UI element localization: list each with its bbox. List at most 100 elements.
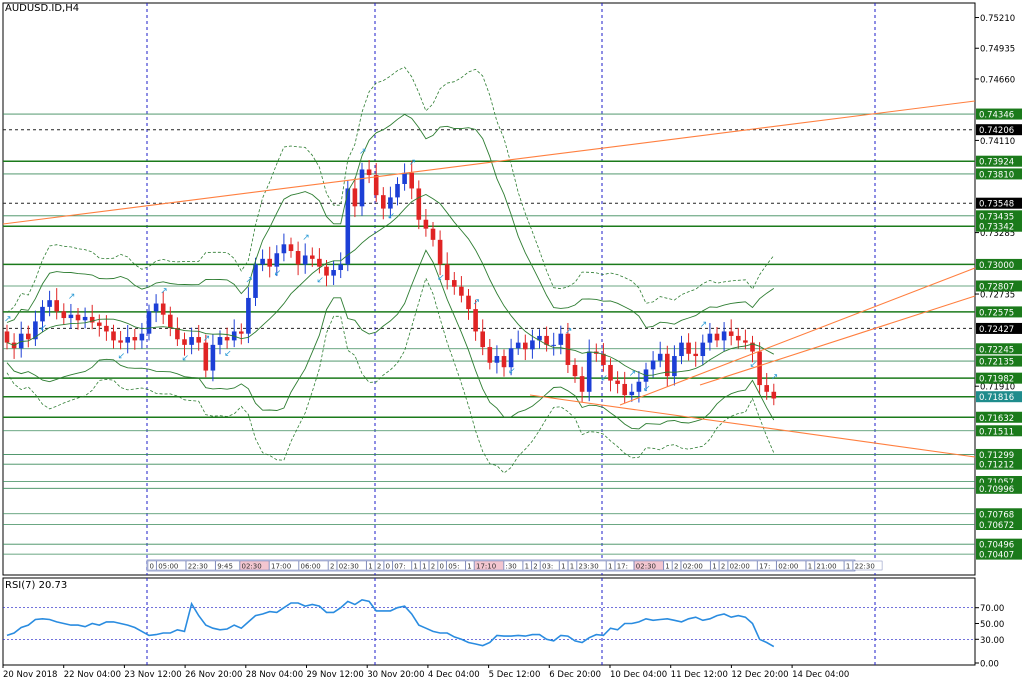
price-level-label: 0.73000 (979, 261, 1014, 271)
price-level-label-bg (976, 258, 1022, 270)
candle-body (650, 360, 656, 370)
session-text: 1 (712, 563, 716, 571)
candle-body (310, 255, 315, 259)
candle-body (508, 348, 514, 368)
session-box (757, 560, 777, 571)
candle-body (75, 314, 81, 321)
time-tick-label: 5 Dec 12:00 (489, 670, 541, 680)
price-level-label-bg (976, 124, 1022, 136)
candle-body (203, 342, 209, 371)
candle-body (657, 353, 663, 361)
candle-body (338, 264, 343, 271)
candle-body (707, 333, 713, 343)
candle-body (430, 228, 436, 240)
price-level-label: 0.70996 (979, 485, 1014, 495)
candle-body (210, 344, 216, 371)
candle-body (182, 339, 187, 345)
candle-body (196, 337, 201, 343)
candle-body (246, 297, 251, 334)
price-tick-label: 0.75210 (980, 14, 1015, 24)
price-panel-frame (2, 2, 976, 576)
fractal-marker: ↙ (643, 384, 651, 394)
fractal-marker: ↙ (316, 275, 324, 285)
candle-body (537, 335, 542, 341)
price-level-label-bg (976, 538, 1022, 550)
candle-body (459, 286, 464, 296)
candle-body (153, 303, 159, 312)
session-text: 1 (608, 563, 612, 571)
price-level-label-bg (976, 548, 1022, 560)
session-box (269, 560, 299, 571)
candle-body (736, 335, 741, 341)
session-box (540, 560, 560, 571)
candle-body (721, 331, 727, 341)
session-box (239, 560, 270, 571)
time-tick-label: 6 Dec 20:00 (549, 670, 601, 680)
time-tick-label: 26 Nov 20:00 (185, 670, 242, 680)
candle-body (395, 183, 400, 198)
rsi-tick-label: 50.00 (980, 620, 1004, 630)
candle-body (26, 333, 31, 340)
candle-body (4, 331, 10, 343)
price-level-label-bg (976, 508, 1022, 520)
candle-body (487, 347, 493, 363)
fractal-marker: ↙ (387, 212, 395, 222)
session-box (844, 560, 853, 571)
price-level-label: 0.73435 (979, 212, 1014, 222)
price-level-label-bg (976, 108, 1022, 120)
price-level-label: 0.71982 (979, 375, 1014, 385)
price-level-label-bg (976, 391, 1022, 403)
session-box (663, 560, 673, 571)
candle-body (97, 322, 102, 326)
candle-body (665, 353, 670, 377)
price-panel: 0 05:00 22:30 9:45 02:30 17:00 06:00 2 02:30 1 2 0 0… (2, 2, 976, 576)
candle-body (494, 356, 500, 363)
candle-body (139, 333, 145, 341)
candle-body (40, 306, 45, 322)
fractal-marker: ↙ (508, 366, 516, 376)
price-level-label: 0.73342 (979, 223, 1014, 233)
candle-body (189, 337, 194, 345)
rsi-tick-label: 70.00 (980, 604, 1004, 614)
candle-body (118, 340, 123, 343)
price-level-label-bg (976, 519, 1022, 531)
price-level-label-bg (976, 355, 1022, 367)
session-text: 1 (422, 563, 426, 571)
price-level-label: 0.73548 (979, 200, 1014, 210)
candle-body (466, 295, 471, 310)
fractal-marker: ↗ (473, 298, 481, 308)
session-box (727, 560, 758, 571)
candle-body (47, 300, 52, 307)
price-level-label-bg (976, 220, 1022, 232)
time-axis: 20 Nov 2018 22 Nov 04:00 23 Nov 12:00 26 No… (2, 665, 849, 680)
candle-body (61, 311, 67, 319)
candle-body (700, 342, 706, 357)
candle-body (423, 219, 429, 229)
candle-body (217, 337, 223, 345)
candle-body (239, 331, 244, 334)
candle-body (381, 195, 386, 209)
price-level-label: 0.74346 (979, 111, 1014, 121)
candle-body (409, 172, 414, 189)
session-box (215, 560, 240, 571)
session-box (366, 560, 376, 571)
session-text: 1 (561, 563, 565, 571)
candle-body (68, 314, 74, 319)
candle-body (160, 303, 166, 315)
candle-body (743, 340, 748, 343)
session-text: 17: (617, 563, 628, 571)
candle-body (125, 337, 130, 343)
fractal-marker: ↗ (629, 369, 637, 379)
candle-body (601, 353, 606, 365)
candle-body (672, 356, 677, 377)
time-tick-label: 4 Dec 04:00 (428, 670, 480, 680)
band-upper (6, 113, 775, 328)
rsi-panel-frame (2, 577, 976, 666)
candle-body (473, 309, 478, 332)
rsi-panel: 70.00 50.00 30.00 0.00 (2, 577, 1004, 670)
candle-body (764, 385, 769, 392)
candle-body (89, 316, 95, 323)
candle-body (132, 337, 138, 341)
